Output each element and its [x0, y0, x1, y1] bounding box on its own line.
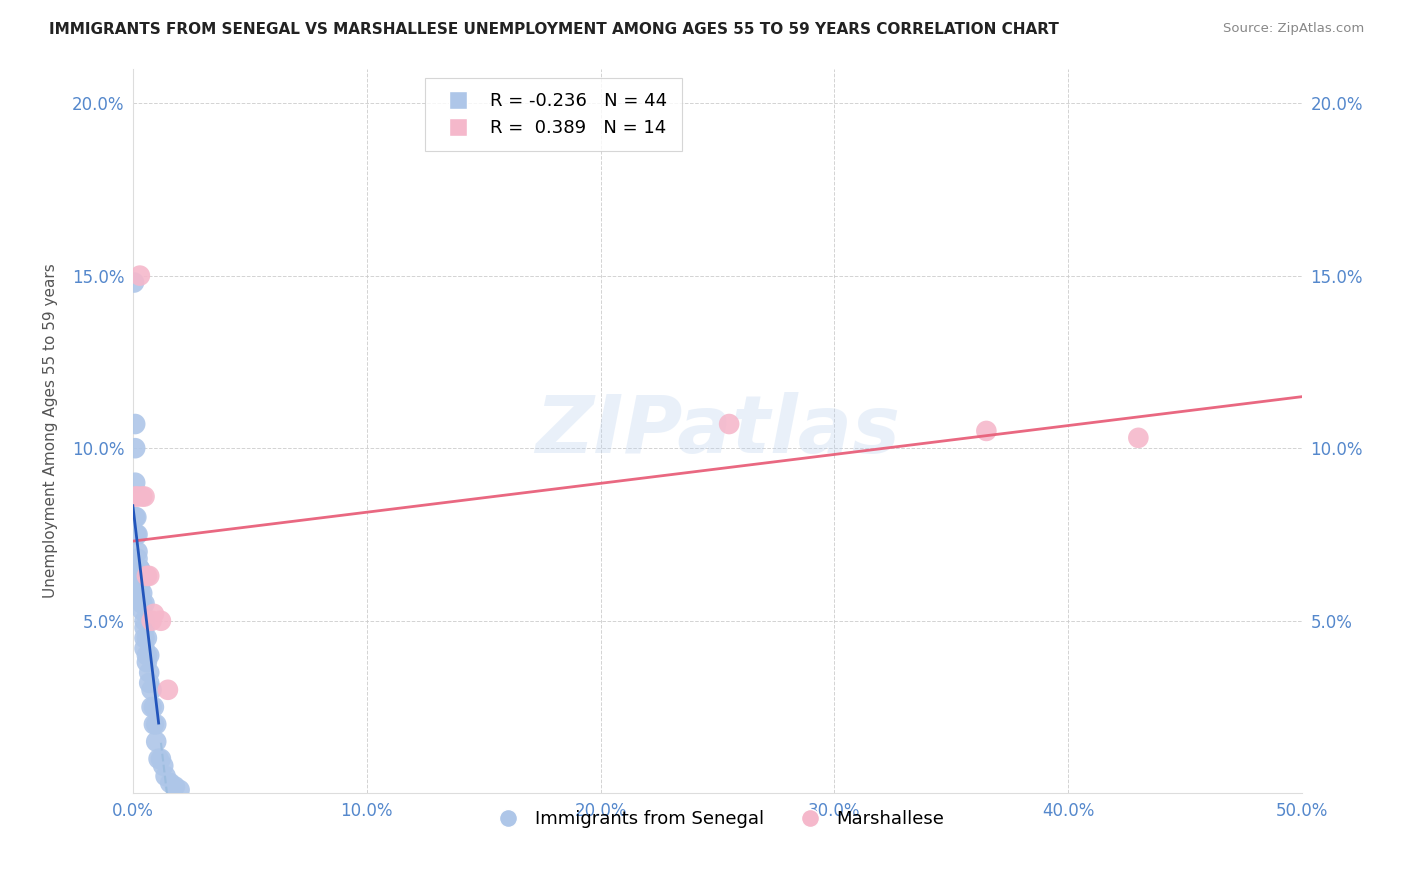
Point — [124, 441, 146, 455]
Point — [134, 631, 156, 645]
Point — [122, 276, 145, 290]
Point — [131, 603, 153, 617]
Point — [155, 769, 177, 783]
Point — [131, 597, 153, 611]
Point — [128, 562, 150, 576]
Point — [127, 527, 149, 541]
Text: ZIPatlas: ZIPatlas — [534, 392, 900, 470]
Point — [124, 475, 146, 490]
Text: Source: ZipAtlas.com: Source: ZipAtlas.com — [1223, 22, 1364, 36]
Point — [135, 655, 157, 669]
Point — [156, 682, 179, 697]
Point — [142, 607, 165, 621]
Point — [148, 752, 170, 766]
Point — [135, 631, 157, 645]
Point — [135, 648, 157, 663]
Point — [128, 268, 150, 283]
Point — [145, 717, 167, 731]
Point — [169, 783, 191, 797]
Point — [976, 424, 998, 438]
Point — [145, 734, 167, 748]
Legend: Immigrants from Senegal, Marshallese: Immigrants from Senegal, Marshallese — [484, 803, 952, 835]
Point — [149, 752, 172, 766]
Point — [127, 562, 149, 576]
Point — [131, 586, 153, 600]
Point — [142, 717, 165, 731]
Point — [131, 490, 153, 504]
Point — [134, 614, 156, 628]
Point — [131, 597, 153, 611]
Point — [134, 621, 156, 635]
Point — [124, 510, 146, 524]
Text: IMMIGRANTS FROM SENEGAL VS MARSHALLESE UNEMPLOYMENT AMONG AGES 55 TO 59 YEARS CO: IMMIGRANTS FROM SENEGAL VS MARSHALLESE U… — [49, 22, 1059, 37]
Point — [138, 665, 160, 680]
Point — [163, 780, 186, 794]
Point — [124, 490, 146, 504]
Point — [128, 572, 150, 586]
Point — [141, 682, 163, 697]
Point — [127, 545, 149, 559]
Point — [134, 597, 156, 611]
Point — [141, 614, 163, 628]
Point — [138, 569, 160, 583]
Point — [152, 758, 174, 772]
Point — [134, 490, 156, 504]
Point — [127, 490, 149, 504]
Point — [125, 527, 148, 541]
Point — [1128, 431, 1150, 445]
Point — [128, 562, 150, 576]
Point — [149, 614, 172, 628]
Point — [128, 579, 150, 593]
Point — [125, 510, 148, 524]
Point — [159, 776, 181, 790]
Point — [124, 417, 146, 431]
Point — [142, 700, 165, 714]
Point — [141, 700, 163, 714]
Point — [134, 641, 156, 656]
Point — [138, 676, 160, 690]
Y-axis label: Unemployment Among Ages 55 to 59 years: Unemployment Among Ages 55 to 59 years — [44, 263, 58, 599]
Point — [138, 648, 160, 663]
Point — [718, 417, 741, 431]
Point — [127, 551, 149, 566]
Point — [128, 586, 150, 600]
Point — [135, 569, 157, 583]
